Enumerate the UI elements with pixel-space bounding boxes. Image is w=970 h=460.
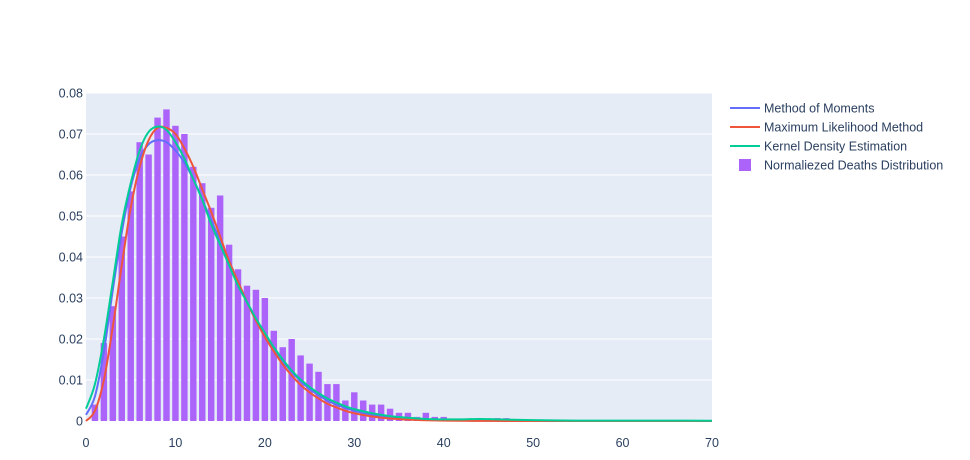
histogram-bar[interactable]	[225, 244, 233, 421]
histogram-bar[interactable]	[288, 339, 295, 421]
histogram-bar[interactable]	[270, 330, 278, 421]
histogram-bar[interactable]	[163, 109, 170, 422]
histogram-bar[interactable]	[243, 285, 251, 421]
histogram-bar[interactable]	[109, 306, 117, 421]
x-tick-label: 60	[616, 436, 630, 450]
histogram-bar[interactable]	[324, 384, 331, 421]
histogram-bar[interactable]	[252, 289, 260, 421]
y-tick-label: 0.04	[59, 251, 83, 265]
legend-square-swatch	[739, 159, 751, 171]
histogram-bar[interactable]	[181, 134, 188, 421]
histogram-bar[interactable]	[377, 404, 385, 421]
histogram-bar[interactable]	[279, 347, 286, 421]
histogram-bar[interactable]	[386, 408, 394, 421]
legend-label: Maximum Likelihood Method	[764, 121, 923, 135]
histogram-bar[interactable]	[216, 195, 224, 422]
histogram-bar[interactable]	[199, 183, 206, 421]
histogram-bar[interactable]	[172, 125, 179, 422]
histogram-bar[interactable]	[297, 355, 304, 421]
histogram-bar[interactable]	[136, 142, 143, 421]
x-axis-ticks: 0 10 20 30 40 50 60 70	[83, 436, 719, 450]
y-tick-label: 0.07	[59, 128, 83, 142]
histogram-bar[interactable]	[422, 412, 430, 421]
legend-item[interactable]: Method of Moments	[730, 102, 874, 116]
y-tick-label: 0	[76, 415, 83, 429]
x-tick-label: 40	[437, 436, 451, 450]
series-line[interactable]	[85, 125, 713, 422]
legend-label: Kernel Density Estimation	[764, 140, 907, 154]
histogram-bar[interactable]	[118, 236, 125, 422]
histogram-bar[interactable]	[234, 269, 242, 421]
x-tick-label: 20	[258, 436, 272, 450]
x-tick-label: 0	[83, 436, 90, 450]
y-tick-label: 0.01	[59, 374, 83, 388]
histogram-bar[interactable]	[154, 117, 161, 421]
fit-curves	[85, 125, 713, 422]
legend-item[interactable]: Kernel Density Estimation	[730, 140, 907, 154]
histogram-bar[interactable]	[190, 166, 197, 421]
x-tick-label: 70	[705, 436, 719, 450]
y-tick-label: 0.08	[59, 87, 83, 101]
histogram-bar[interactable]	[315, 371, 322, 421]
series-line[interactable]	[85, 125, 712, 422]
y-tick-label: 0.06	[59, 169, 83, 183]
y-axis-ticks: 0 0.01 0.02 0.03 0.04 0.05 0.06 0.07 0.08	[59, 87, 83, 429]
legend-label: Normaliezed Deaths Distribution	[764, 159, 943, 173]
y-tick-label: 0.02	[59, 333, 83, 347]
histogram-bar[interactable]	[127, 191, 134, 421]
y-tick-label: 0.03	[59, 292, 83, 306]
x-tick-label: 50	[526, 436, 540, 450]
x-tick-label: 30	[347, 436, 361, 450]
y-tick-label: 0.05	[59, 210, 83, 224]
histogram-bar[interactable]	[351, 392, 358, 421]
legend-label: Method of Moments	[764, 102, 874, 116]
histogram-bar[interactable]	[207, 207, 215, 421]
histogram-bar[interactable]	[145, 154, 152, 422]
legend-item[interactable]: Normaliezed Deaths Distribution	[739, 159, 943, 173]
legend-item[interactable]: Maximum Likelihood Method	[730, 121, 923, 135]
histogram-bar[interactable]	[261, 298, 269, 421]
legend[interactable]: Method of Moments Maximum Likelihood Meth…	[730, 102, 943, 173]
x-tick-label: 10	[168, 436, 182, 450]
